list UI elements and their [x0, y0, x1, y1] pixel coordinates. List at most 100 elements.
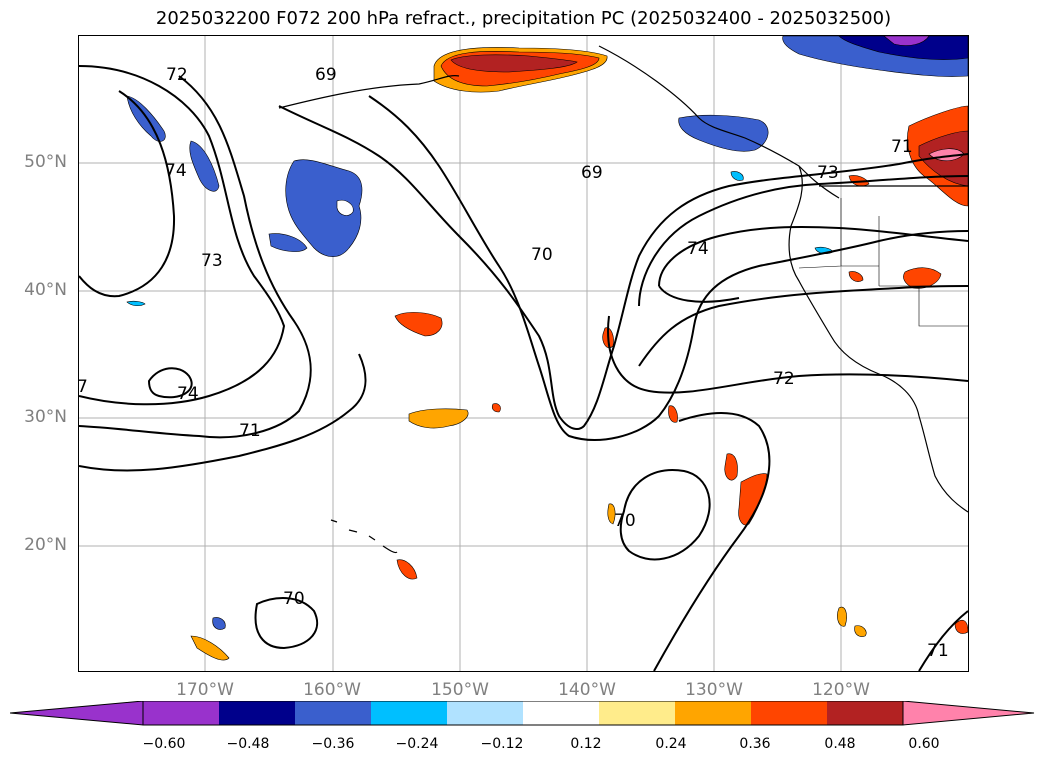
precip-area	[837, 606, 847, 627]
precip-area	[394, 312, 443, 337]
precip-area	[883, 36, 930, 46]
colorbar-frame	[142, 701, 904, 726]
contour-label: 72	[166, 65, 188, 85]
colorbar-bin	[827, 701, 904, 725]
border-us-states	[798, 198, 968, 327]
colorbar-over-triangle	[902, 701, 1035, 726]
map-canvas: 72 74 73 74 71 69 69 70 74 71 73 72 70 7…	[79, 36, 968, 671]
colorbar-bin	[751, 701, 828, 725]
precip-area	[491, 403, 501, 413]
contour-label: 71	[927, 641, 949, 661]
precip-area	[285, 159, 363, 257]
contour-73-east	[638, 175, 968, 307]
precip-area	[738, 473, 768, 526]
precip-area	[668, 405, 678, 423]
precip-area	[903, 267, 942, 289]
precip-area	[730, 171, 744, 181]
precip-area	[396, 559, 418, 580]
coastline-alaska	[278, 45, 840, 199]
colorbar-tick-label: 0.36	[739, 736, 771, 752]
contour-71-west	[79, 353, 367, 472]
contour-label: 71	[891, 137, 913, 157]
contour-70-southeast	[653, 412, 771, 671]
precip-area	[336, 199, 354, 216]
contour-70	[368, 95, 968, 441]
map-panel: 72 74 73 74 71 69 69 70 74 71 73 72 70 7…	[78, 35, 969, 672]
colorbar-bin	[447, 701, 524, 725]
colorbar	[10, 701, 1035, 726]
precip-area	[212, 617, 226, 630]
colorbar-bin	[295, 701, 372, 725]
contour-label: 70	[531, 245, 553, 265]
coastline-north-america	[788, 165, 968, 513]
colorbar-tick-label: −0.60	[142, 736, 186, 752]
contour-label: 74	[687, 239, 709, 259]
colorbar-bin	[523, 701, 600, 725]
precip-area	[854, 625, 867, 637]
lon-label: 150°W	[431, 680, 489, 700]
lat-label: 20°N	[24, 535, 67, 555]
lon-label: 140°W	[558, 680, 616, 700]
contour-label: 7	[79, 377, 88, 397]
contour-70-south	[619, 469, 711, 561]
contour-label: 69	[581, 163, 603, 183]
colorbar-under-triangle	[10, 701, 144, 726]
precip-area	[954, 619, 968, 634]
precip-area	[408, 408, 469, 429]
colorbar-bin	[599, 701, 676, 725]
colorbar-tick-label: 0.48	[824, 736, 856, 752]
contour-74-west	[79, 90, 176, 298]
contour-74-west-low	[147, 367, 193, 399]
lat-label: 30°N	[24, 407, 67, 427]
precip-area	[724, 453, 738, 481]
contour-74-east	[658, 225, 968, 303]
colorbar-bin	[675, 701, 752, 725]
chart-title: 2025032200 F072 200 hPa refract., precip…	[155, 8, 892, 29]
contour-label: 71	[239, 421, 261, 441]
colorbar-tick-label: 0.24	[655, 736, 687, 752]
colorbar-bin	[219, 701, 296, 725]
lon-label: 160°W	[303, 680, 361, 700]
precip-area	[607, 503, 616, 525]
lat-label: 40°N	[24, 280, 67, 300]
lon-label: 120°W	[812, 680, 870, 700]
coastline-hawaii	[330, 519, 398, 554]
contour-72-west	[79, 65, 286, 406]
colorbar-tick-label: −0.12	[480, 736, 524, 752]
precip-area	[450, 54, 578, 73]
colorbar-tick-label: −0.24	[395, 736, 439, 752]
contour-label: 73	[817, 163, 839, 183]
precip-area	[678, 114, 769, 152]
colorbar-tick-label: 0.12	[570, 736, 602, 752]
coastlines	[278, 45, 968, 554]
graticule	[79, 36, 968, 671]
contour-label: 69	[315, 65, 337, 85]
lon-label: 130°W	[685, 680, 743, 700]
contour-label: 73	[201, 251, 223, 271]
contour-label: 70	[614, 511, 636, 531]
lon-label: 170°W	[176, 680, 234, 700]
colorbar-tick-label: −0.48	[226, 736, 270, 752]
precip-positive-areas	[190, 47, 968, 661]
precip-area	[838, 36, 968, 60]
precip-area	[848, 271, 864, 282]
precip-area	[268, 233, 308, 252]
contour-72-east	[607, 315, 968, 394]
contour-label: 72	[773, 369, 795, 389]
colorbar-bin	[143, 701, 220, 725]
colorbar-tick-label: −0.36	[311, 736, 355, 752]
contour-label: 74	[177, 384, 199, 404]
precip-area	[126, 300, 146, 307]
contour-71-southeast	[918, 610, 968, 671]
colorbar-bins	[143, 701, 904, 725]
contour-73-west	[79, 75, 312, 439]
contour-71-east	[638, 285, 968, 367]
contour-label: 70	[283, 589, 305, 609]
precip-area	[189, 140, 220, 192]
contour-70-southwest	[254, 597, 319, 650]
precip-negative-areas	[126, 36, 968, 630]
contour-69	[278, 105, 968, 430]
lat-label: 50°N	[24, 152, 67, 172]
precip-area	[190, 635, 230, 661]
colorbar-bin	[371, 701, 448, 725]
